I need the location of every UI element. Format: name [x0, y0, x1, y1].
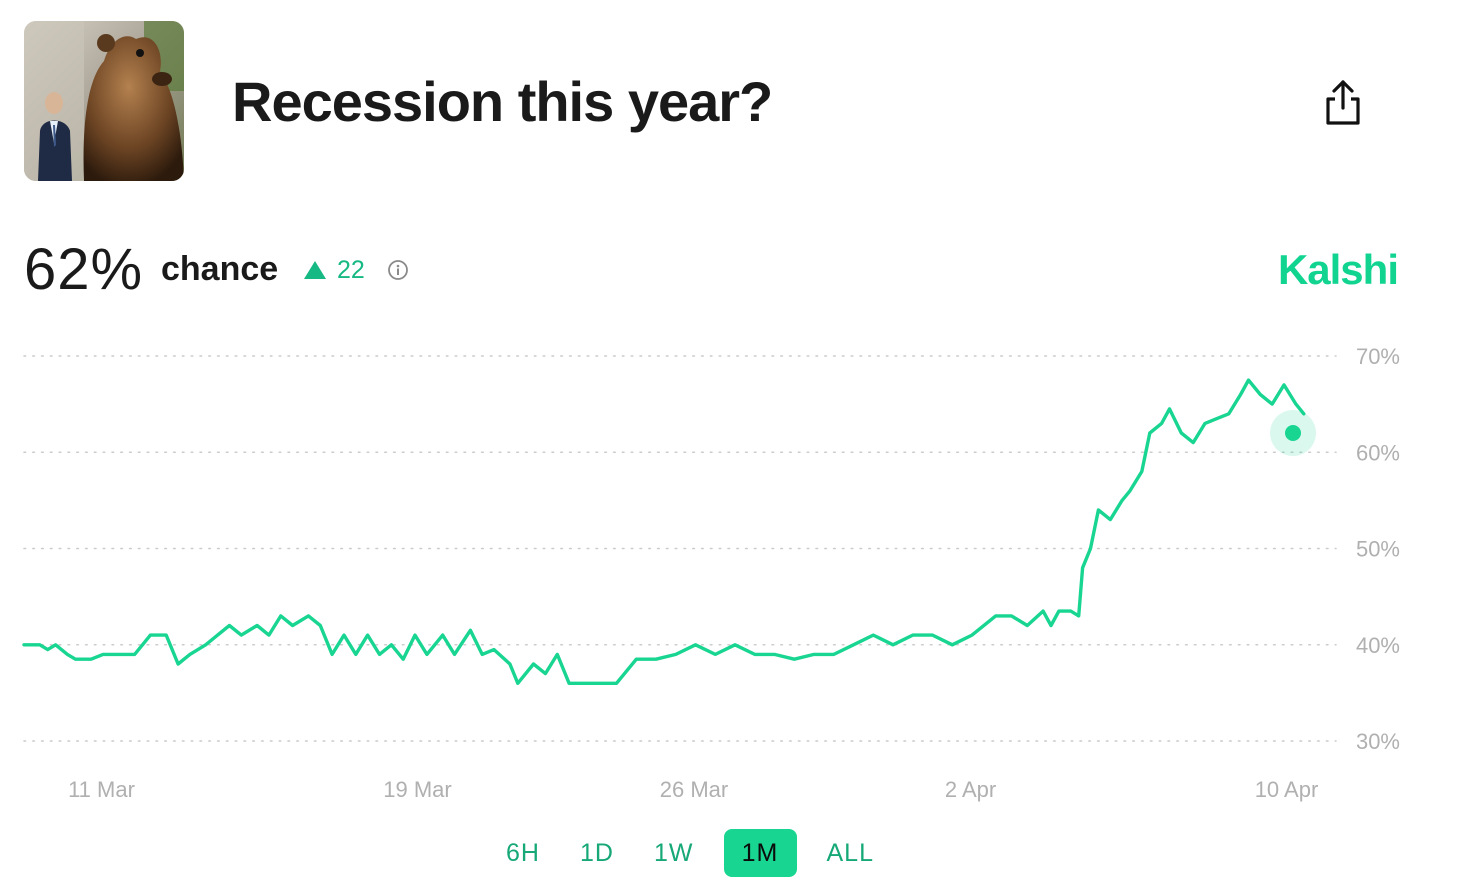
chart-series: [22, 378, 1306, 685]
marker-dot: [1285, 425, 1301, 441]
x-tick-label: 10 Apr: [1255, 777, 1319, 802]
y-tick-label: 30%: [1356, 729, 1400, 754]
chart-gridlines: [23, 355, 1337, 742]
info-icon[interactable]: [387, 259, 409, 281]
x-tick-label: 11 Mar: [68, 777, 135, 802]
share-icon: [1326, 80, 1360, 125]
x-axis-labels: 11 Mar 19 Mar 26 Mar 2 Apr 10 Apr: [68, 777, 1318, 802]
change-indicator: 22: [302, 254, 365, 286]
y-tick-label: 70%: [1356, 344, 1400, 369]
triangle-up-icon: [304, 261, 326, 279]
series-line: [22, 378, 1306, 685]
tab-1w[interactable]: 1W: [644, 829, 704, 877]
market-title: Recession this year?: [232, 70, 773, 133]
tab-all[interactable]: ALL: [817, 829, 884, 877]
probability-value: 62%: [24, 237, 144, 302]
timeframe-tabs: 6H 1D 1W 1M ALL: [496, 829, 884, 877]
bear-statue-photo-icon: [24, 21, 184, 181]
y-tick-label: 50%: [1356, 537, 1400, 562]
tab-1m[interactable]: 1M: [723, 829, 797, 877]
y-tick-label: 40%: [1356, 633, 1400, 658]
tab-6h[interactable]: 6H: [496, 829, 550, 877]
market-thumbnail: [24, 21, 184, 181]
chance-label: chance: [161, 250, 279, 288]
tab-1d[interactable]: 1D: [570, 829, 624, 877]
share-button[interactable]: [1320, 78, 1366, 128]
x-tick-label: 26 Mar: [660, 777, 728, 802]
change-value: 22: [337, 255, 365, 284]
y-axis-labels: 30% 40% 50% 60% 70%: [1356, 344, 1400, 754]
brand-name: Kalshi: [1277, 246, 1399, 293]
x-tick-label: 2 Apr: [945, 777, 996, 802]
y-tick-label: 60%: [1356, 440, 1400, 465]
x-tick-label: 19 Mar: [383, 777, 451, 802]
current-value-marker: [1270, 410, 1316, 456]
